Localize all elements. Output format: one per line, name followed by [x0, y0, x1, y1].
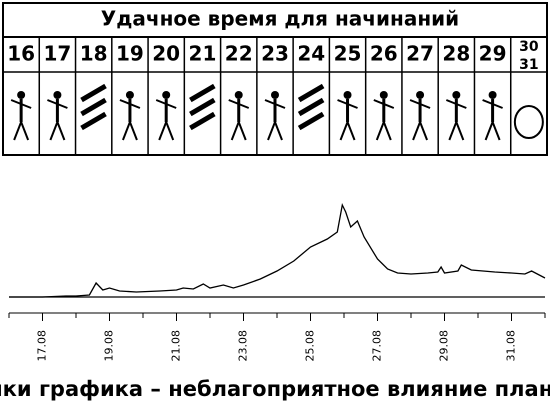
money-bag-icon [513, 105, 544, 139]
figure-arm [47, 99, 68, 109]
figure-arm [264, 99, 286, 109]
figure-leg [346, 121, 356, 141]
figure-leg [49, 121, 59, 141]
figure-leg [491, 121, 501, 141]
day-number: 19 [116, 42, 144, 66]
x-tick-label: 25.08 [304, 330, 317, 362]
figure-icon [47, 91, 68, 141]
day-cells: 16 17 18 19 20 21 22 23 24 25 26 27 28 29 30 31 [7, 37, 544, 155]
figure-head [234, 91, 243, 99]
figure-icon [409, 91, 431, 141]
day-number: 16 [7, 42, 35, 66]
stripe-icon [297, 83, 325, 103]
figure-leg [13, 121, 23, 141]
stripe-icon [189, 83, 216, 103]
stripe-icon [80, 111, 107, 131]
figure-arm [228, 99, 250, 109]
day-number: 20 [152, 42, 180, 66]
table-border [2, 2, 548, 156]
figure-head [271, 91, 279, 99]
figure-arm [373, 99, 395, 109]
day-number: 21 [189, 42, 217, 66]
figure-icon [264, 91, 286, 141]
figure-icon [228, 91, 250, 141]
figure-icon [155, 91, 177, 141]
x-tick-label: 17.08 [36, 330, 49, 362]
day-number: 23 [261, 42, 289, 66]
figure-arm [482, 99, 503, 109]
figure-icon [10, 91, 32, 141]
figure-head [17, 91, 26, 99]
figure-icon [445, 91, 467, 141]
figure-leg [274, 121, 283, 141]
stripe-icon [189, 97, 216, 117]
figure-leg [412, 121, 421, 141]
figure-head [416, 91, 425, 99]
day-number: 29 [479, 42, 507, 66]
figure-leg [129, 121, 138, 141]
figure-icon [373, 91, 395, 141]
figure-head [125, 91, 134, 99]
figure-leg [165, 121, 175, 141]
day-number: 25 [334, 42, 362, 66]
figure-leg [230, 121, 240, 141]
figure-leg [267, 121, 276, 141]
x-tick-label: 29.08 [438, 330, 451, 362]
day-number: 31 [519, 57, 538, 73]
data-line [9, 202, 546, 298]
chart: 17.08 19.08 21.08 23.08 25.08 27.08 29.08 31.08 [8, 202, 546, 362]
figure-arm [155, 99, 177, 109]
x-tick-label: 21.08 [170, 330, 183, 362]
figure-icon [337, 91, 358, 141]
day-number: 28 [442, 42, 470, 66]
x-tick-label: 31.08 [505, 330, 518, 362]
figure-arm [409, 99, 431, 109]
x-tick-label: 19.08 [103, 330, 116, 362]
stripe-icon [80, 83, 107, 103]
stripe-icon [297, 97, 325, 117]
figure-arm [10, 99, 32, 109]
figure-leg [158, 121, 168, 141]
figure-leg [455, 121, 465, 141]
x-tick-label: 27.08 [371, 330, 384, 362]
figure-arm [445, 99, 467, 109]
day-number: 26 [370, 42, 398, 66]
figure-leg [339, 121, 349, 141]
figure-head [343, 91, 352, 99]
figure-arm [337, 99, 358, 109]
day-number: 27 [406, 42, 434, 66]
stripe-icon [297, 111, 325, 131]
stripe-icon [189, 111, 216, 131]
day-number: 24 [297, 42, 325, 66]
figure-leg [484, 121, 494, 141]
figure-arm [119, 99, 141, 109]
figure-leg [20, 121, 30, 141]
figure-head [162, 91, 171, 99]
figure-head [452, 91, 461, 99]
figure-leg [122, 121, 131, 141]
figure-leg [448, 121, 458, 141]
figure-leg [56, 121, 66, 141]
day-number: 22 [225, 42, 253, 66]
day-number: 18 [80, 42, 108, 66]
figure-leg [375, 121, 385, 141]
figure-icon [119, 91, 141, 141]
stripe-icon [80, 97, 107, 117]
figure-head [53, 91, 62, 99]
figure-head [488, 91, 497, 99]
figure-head [379, 91, 388, 99]
day-number: 17 [43, 42, 71, 66]
day-number: 30 [519, 39, 539, 55]
figure-leg [237, 121, 247, 141]
x-tick-label: 23.08 [237, 330, 250, 362]
figure-leg [419, 121, 428, 141]
figure-icon [482, 91, 503, 141]
caption: Пики графика – неблагоприятное влияние п… [0, 377, 550, 401]
figure-leg [382, 121, 392, 141]
table-title: Удачное время для начинаний [101, 7, 459, 31]
